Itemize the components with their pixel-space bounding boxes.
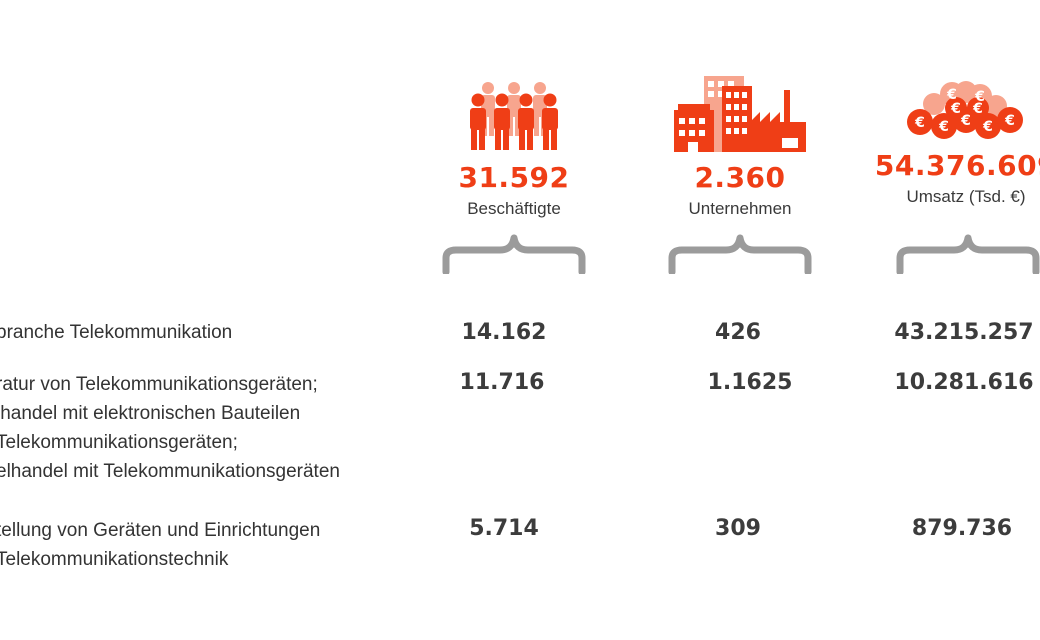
svg-text:€: € xyxy=(914,115,925,131)
brace-companies xyxy=(668,234,812,274)
brace-employees xyxy=(442,234,586,274)
brace-revenue xyxy=(896,234,1040,274)
people-icon xyxy=(470,82,558,150)
svg-text:€: € xyxy=(974,89,985,105)
row-label-line: tellung von Geräten und Einrichtungen xyxy=(0,520,321,541)
svg-text:€: € xyxy=(950,101,961,117)
stat-revenue: € € € € € € € € € 54.376.609 Umsatz (Tsd. €) xyxy=(856,80,1040,208)
companies-label: Unternehmen xyxy=(688,199,792,218)
factory-icon xyxy=(674,76,806,152)
row-label-line: elhandel mit Telekommunikationsgeräten xyxy=(0,461,340,482)
row-label-line: Telekommunikationsgeräten; xyxy=(0,432,238,453)
revenue-total: 54.376.609 xyxy=(874,149,1040,182)
row-label-line: ratur von Telekommunikationsgeräten; xyxy=(0,374,318,395)
companies-total: 2.360 xyxy=(694,161,786,194)
employees-label: Beschäftigte xyxy=(467,199,561,218)
employees-total: 31.592 xyxy=(458,161,570,194)
svg-text:€: € xyxy=(946,87,957,103)
svg-text:€: € xyxy=(982,119,993,135)
row-label-telekommunikation: branche Telekommunikation xyxy=(0,318,232,347)
row2-employees: 11.716 xyxy=(459,370,545,395)
row-label-line: lhandel mit elektronischen Bauteilen xyxy=(0,403,301,424)
svg-text:€: € xyxy=(1004,113,1015,129)
row1-employees: 14.162 xyxy=(461,320,547,345)
row3-companies: 309 xyxy=(715,516,761,541)
row-label-reparatur-handel: ratur von Telekommunikationsgeräten; lha… xyxy=(0,370,340,486)
euro-coins-icon: € € € € €€ € € € xyxy=(907,81,1023,139)
row3-employees: 5.714 xyxy=(469,516,539,541)
row-label-line: Telekommunikationstechnik xyxy=(0,549,229,570)
stat-companies: 2.360 Unternehmen xyxy=(630,76,850,220)
row3-revenue: 879.736 xyxy=(911,516,1013,541)
row-label-line: branche Telekommunikation xyxy=(0,322,233,343)
row1-companies: 426 xyxy=(715,320,761,345)
svg-text:€: € xyxy=(972,101,983,117)
row-label-herstellung: tellung von Geräten und Einrichtungen Te… xyxy=(0,516,320,574)
stat-employees: 31.592 Beschäftigte xyxy=(404,80,624,220)
svg-text:€: € xyxy=(938,119,949,135)
row1-revenue: 43.215.257 xyxy=(894,320,1034,345)
row2-companies: 1.1625 xyxy=(707,370,793,395)
revenue-label: Umsatz (Tsd. €) xyxy=(906,187,1026,206)
svg-text:€: € xyxy=(960,113,971,129)
row2-revenue: 10.281.616 xyxy=(894,370,1034,395)
